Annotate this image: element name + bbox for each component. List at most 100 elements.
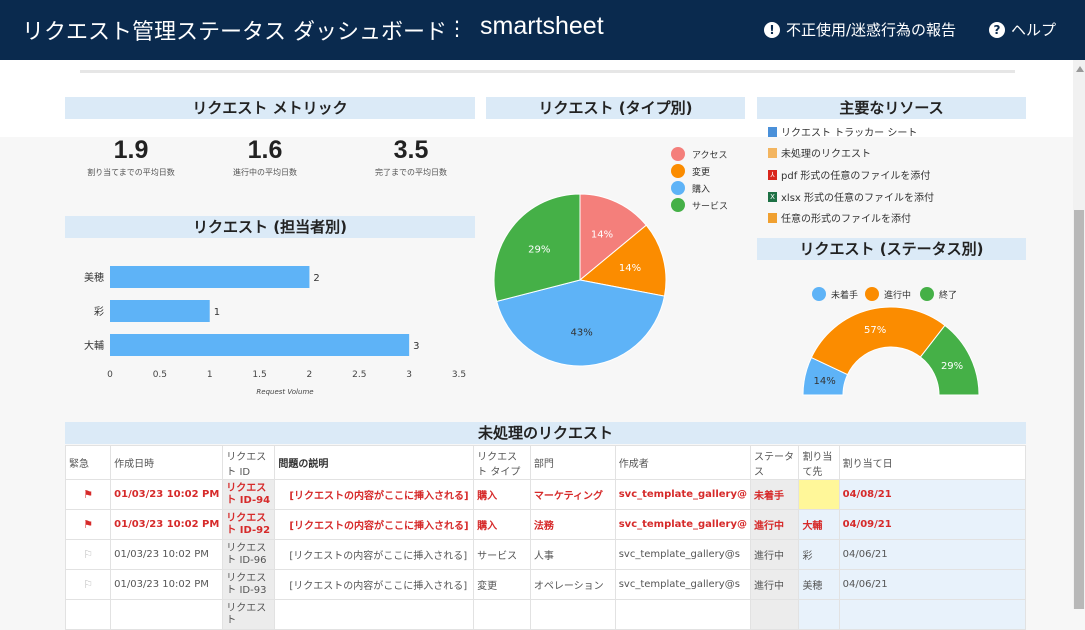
urgent-cell[interactable]: ⚑ — [64, 479, 112, 510]
bar — [110, 300, 210, 322]
table-row[interactable]: ⚑ 01/03/23 10:02 PM リクエスト ID-94 [リクエストの内容がこ… — [64, 479, 1027, 510]
created-cell[interactable]: 01/03/23 10:02 PM — [110, 479, 224, 510]
author-cell[interactable] — [614, 599, 752, 630]
flag-outline-icon[interactable]: ⚐ — [83, 578, 94, 591]
resources-header: 主要なリソース — [757, 97, 1026, 119]
assignee-cell[interactable]: 美穂 — [798, 569, 840, 600]
type-cell[interactable]: 購入 — [473, 479, 531, 510]
resource-link-pdf[interactable]: ⅄ pdf 形式の任意のファイルを添付 — [768, 167, 930, 182]
author-cell[interactable]: svc_template_gallery@s — [614, 569, 752, 600]
assignee-cell[interactable] — [798, 479, 840, 510]
urgent-cell[interactable] — [64, 599, 112, 630]
date-cell[interactable]: 04/06/21 — [838, 569, 1027, 600]
legend-label: サービス — [692, 201, 728, 212]
column-header[interactable]: 割り当て先 — [798, 445, 840, 480]
author-cell[interactable]: svc_template_gallery@ — [614, 479, 752, 510]
desc-cell[interactable]: [リクエストの内容がここに挿入される] — [274, 509, 475, 540]
metric-value: 1.6 — [247, 136, 283, 164]
metric-assign: 1.9 割り当てまでの平均日数 — [61, 136, 201, 178]
help-link[interactable]: ? ヘルプ — [989, 19, 1056, 40]
column-header[interactable]: 作成日時 — [110, 445, 224, 480]
pie-slice — [579, 193, 647, 282]
created-cell[interactable]: 01/03/23 10:02 PM — [110, 569, 224, 600]
x-tick-label: 1 — [207, 370, 213, 380]
type-cell[interactable]: 変更 — [473, 569, 531, 600]
report-abuse-link[interactable]: ! 不正使用/迷惑行為の報告 — [764, 19, 956, 40]
scrollbar-thumb[interactable] — [1074, 210, 1084, 609]
resource-link-xlsx[interactable]: X xlsx 形式の任意のファイルを添付 — [768, 189, 934, 204]
desc-cell[interactable]: [リクエストの内容がここに挿入される] — [274, 539, 475, 570]
dept-cell[interactable] — [529, 599, 616, 630]
resource-label: pdf 形式の任意のファイルを添付 — [781, 171, 931, 182]
metrics-header: リクエスト メトリック — [65, 97, 475, 119]
table-row[interactable]: ⚐ 01/03/23 10:02 PM リクエスト ID-96 [リクエストの内容がこ… — [64, 539, 1027, 570]
id-cell[interactable]: リクエスト ID-92 — [222, 509, 276, 540]
column-header[interactable]: 作成者 — [614, 445, 752, 480]
urgent-cell[interactable]: ⚐ — [64, 569, 112, 600]
resource-link-report[interactable]: 未処理のリクエスト — [768, 145, 871, 160]
column-header[interactable]: リクエスト タイプ — [473, 445, 531, 480]
created-cell[interactable]: 01/03/23 10:02 PM — [110, 539, 224, 570]
assignee-cell[interactable] — [798, 599, 840, 630]
column-header[interactable]: 緊急 — [64, 445, 112, 480]
assignee-cell[interactable]: 彩 — [798, 539, 840, 570]
column-header[interactable]: 割り当て日 — [838, 445, 1027, 480]
more-options-icon[interactable]: ⋮ — [447, 16, 467, 40]
dashboard-title: リクエスト管理ステータス ダッシュボード — [22, 20, 447, 45]
id-cell[interactable]: リクエスト — [222, 599, 276, 630]
author-cell[interactable]: svc_template_gallery@s — [614, 539, 752, 570]
type-cell[interactable]: サービス — [473, 539, 531, 570]
pie-slice — [493, 193, 581, 302]
created-cell[interactable] — [110, 599, 224, 630]
red-flag-icon[interactable]: ⚑ — [83, 518, 94, 531]
date-cell[interactable] — [838, 599, 1027, 630]
desc-cell[interactable]: [リクエストの内容がここに挿入される] — [274, 479, 475, 510]
help-label: ヘルプ — [1011, 21, 1057, 39]
table-row[interactable]: リクエスト — [64, 599, 1027, 630]
assignee-cell[interactable]: 大輔 — [798, 509, 840, 540]
donut-segment — [919, 324, 980, 396]
id-cell[interactable]: リクエスト ID-96 — [222, 539, 276, 570]
donut-segment-label: 29% — [941, 361, 963, 372]
open-requests-table: 緊急 作成日時 リクエスト ID 問題の説明 リクエスト タイプ 部門 作成者 … — [64, 445, 1027, 630]
type-cell[interactable]: 購入 — [473, 509, 531, 540]
table-row[interactable]: ⚐ 01/03/23 10:02 PM リクエスト ID-93 [リクエストの内容がこ… — [64, 569, 1027, 600]
dept-cell[interactable]: 人事 — [529, 539, 616, 570]
table-row[interactable]: ⚑ 01/03/23 10:02 PM リクエスト ID-92 [リクエストの内容がこ… — [64, 509, 1027, 540]
x-tick-label: 1.5 — [252, 370, 266, 380]
status-cell[interactable] — [749, 599, 800, 630]
id-cell[interactable]: リクエスト ID-93 — [222, 569, 276, 600]
author-cell[interactable]: svc_template_gallery@ — [614, 509, 752, 540]
resource-link-file[interactable]: 任意の形式のファイルを添付 — [768, 210, 911, 225]
dept-cell[interactable]: マーケティング — [529, 479, 616, 510]
status-cell[interactable]: 進行中 — [749, 509, 800, 540]
flag-outline-icon[interactable]: ⚐ — [83, 548, 94, 561]
status-cell[interactable]: 未着手 — [749, 479, 800, 510]
metric-value: 3.5 — [393, 136, 429, 164]
date-cell[interactable]: 04/08/21 — [838, 479, 1027, 510]
urgent-cell[interactable]: ⚑ — [64, 509, 112, 540]
created-cell[interactable]: 01/03/23 10:02 PM — [110, 509, 224, 540]
dept-cell[interactable]: 法務 — [529, 509, 616, 540]
status-cell[interactable]: 進行中 — [749, 539, 800, 570]
date-cell[interactable]: 04/09/21 — [838, 509, 1027, 540]
status-donut-chart: 14% 57% 29% 未着手 進行中 終了 — [802, 287, 980, 396]
column-header[interactable]: ステータス — [749, 445, 800, 480]
red-flag-icon[interactable]: ⚑ — [83, 488, 94, 501]
id-cell[interactable]: リクエスト ID-94 — [222, 479, 276, 510]
column-header[interactable]: 部門 — [529, 445, 616, 480]
status-cell[interactable]: 進行中 — [749, 569, 800, 600]
desc-cell[interactable]: [リクエストの内容がここに挿入される] — [274, 569, 475, 600]
type-cell[interactable] — [473, 599, 531, 630]
urgent-cell[interactable]: ⚐ — [64, 539, 112, 570]
date-cell[interactable]: 04/06/21 — [838, 539, 1027, 570]
dept-cell[interactable]: オペレーション — [529, 569, 616, 600]
column-header[interactable]: 問題の説明 — [274, 445, 475, 480]
report-abuse-label: 不正使用/迷惑行為の報告 — [786, 21, 957, 39]
resource-link-tracker[interactable]: リクエスト トラッカー シート — [768, 124, 917, 139]
scroll-up-arrow-icon[interactable] — [1076, 66, 1084, 72]
column-header[interactable]: リクエスト ID — [222, 445, 276, 480]
legend-swatch — [812, 287, 826, 301]
desc-cell[interactable] — [274, 599, 475, 630]
